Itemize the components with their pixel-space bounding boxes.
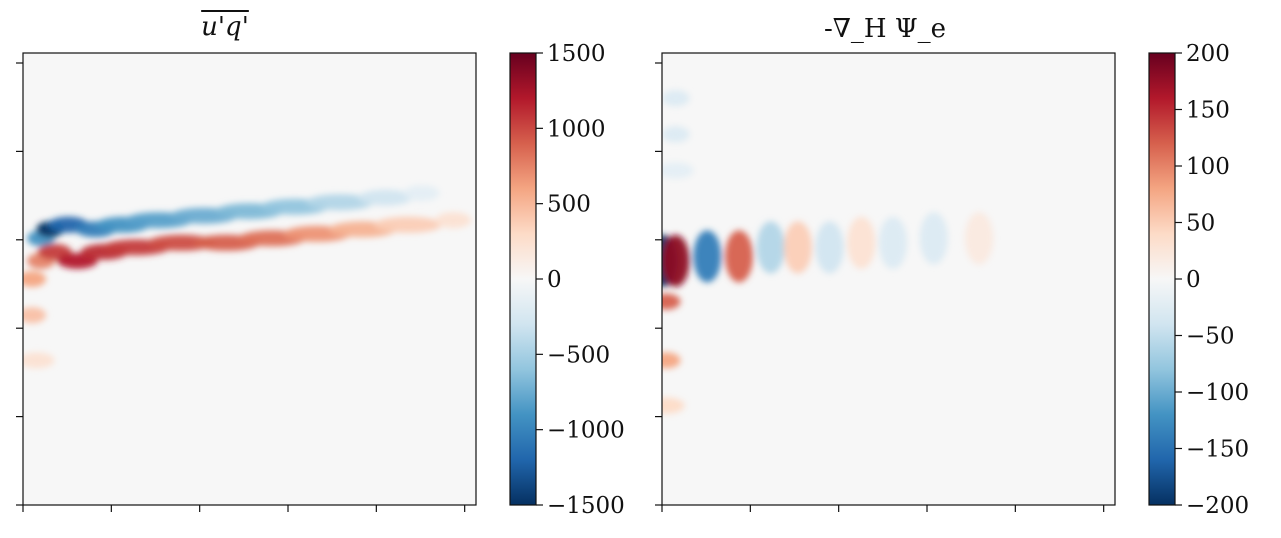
left-heatmap-cell <box>306 194 375 211</box>
right-colorbar-tick-label: 50 <box>1186 211 1215 237</box>
left-colorbar-gradient <box>510 53 536 505</box>
right-heatmap-cell <box>662 90 690 107</box>
right-colorbar-gradient <box>1149 53 1175 505</box>
right-heatmap-field <box>662 90 994 414</box>
right-heatmap-cell <box>662 293 681 310</box>
left-heatmap-cell <box>23 352 55 369</box>
right-heatmap-background <box>662 53 1115 505</box>
left-heatmap-cell <box>403 185 440 202</box>
left-heatmap-background <box>23 53 476 505</box>
right-colorbar-tick-label: −200 <box>1186 493 1249 519</box>
left-colorbar: 1500 1000 500 0 −500 −1000 −1500 <box>509 41 625 519</box>
right-colorbar-tick-label: −100 <box>1186 380 1249 406</box>
left-heatmap-panel <box>16 52 477 512</box>
left-heatmap-cell <box>435 212 472 229</box>
right-heatmap-cell <box>662 352 681 369</box>
left-heatmap-cell <box>358 189 413 206</box>
left-heatmap-cell <box>374 216 443 233</box>
left-plot-title: u'q' <box>201 12 249 42</box>
right-heatmap-cell <box>879 216 907 269</box>
right-heatmap-cell <box>847 216 876 269</box>
right-heatmap-cell <box>919 212 948 265</box>
right-plot-title: -∇_H Ψ_e <box>823 14 947 44</box>
right-heatmap-cell <box>783 221 812 274</box>
right-heatmap-cell <box>662 162 694 179</box>
left-heatmap-cell <box>23 271 47 287</box>
right-colorbar-tick-label: 200 <box>1186 41 1230 67</box>
right-heatmap-panel <box>655 52 1116 512</box>
left-colorbar-tick-label: −500 <box>547 342 610 368</box>
left-heatmap-cell <box>23 307 47 324</box>
left-colorbar-tick-label: 0 <box>547 267 562 293</box>
right-plot-frame <box>661 52 1116 506</box>
left-heatmap-field <box>23 185 472 369</box>
left-plot-frame <box>22 52 477 506</box>
right-heatmap-cell <box>965 212 994 265</box>
right-heatmap-cell <box>662 397 685 414</box>
right-colorbar-tick-label: 0 <box>1186 267 1201 293</box>
right-colorbar-tick-label: 150 <box>1186 98 1230 124</box>
right-colorbar-tick-label: −50 <box>1186 324 1235 350</box>
right-heatmap-cell <box>725 230 753 283</box>
left-colorbar-tick-label: −1000 <box>547 418 625 444</box>
left-colorbar-tick-label: 1000 <box>547 116 606 142</box>
right-heatmap-cell <box>693 230 722 283</box>
right-heatmap-cell <box>815 221 844 274</box>
right-heatmap-cell <box>756 221 785 274</box>
right-colorbar: 200 150 100 50 0 −50 −100 −150 −200 <box>1148 41 1249 519</box>
right-heatmap-cell <box>662 126 690 143</box>
left-colorbar-tick-label: 1500 <box>547 41 606 67</box>
right-colorbar-tick-label: 100 <box>1186 154 1230 180</box>
right-heatmap-cell <box>662 234 690 287</box>
left-colorbar-tick-label: 500 <box>547 192 591 218</box>
right-colorbar-tick-label: −150 <box>1186 437 1249 463</box>
left-colorbar-tick-label: −1500 <box>547 493 625 519</box>
